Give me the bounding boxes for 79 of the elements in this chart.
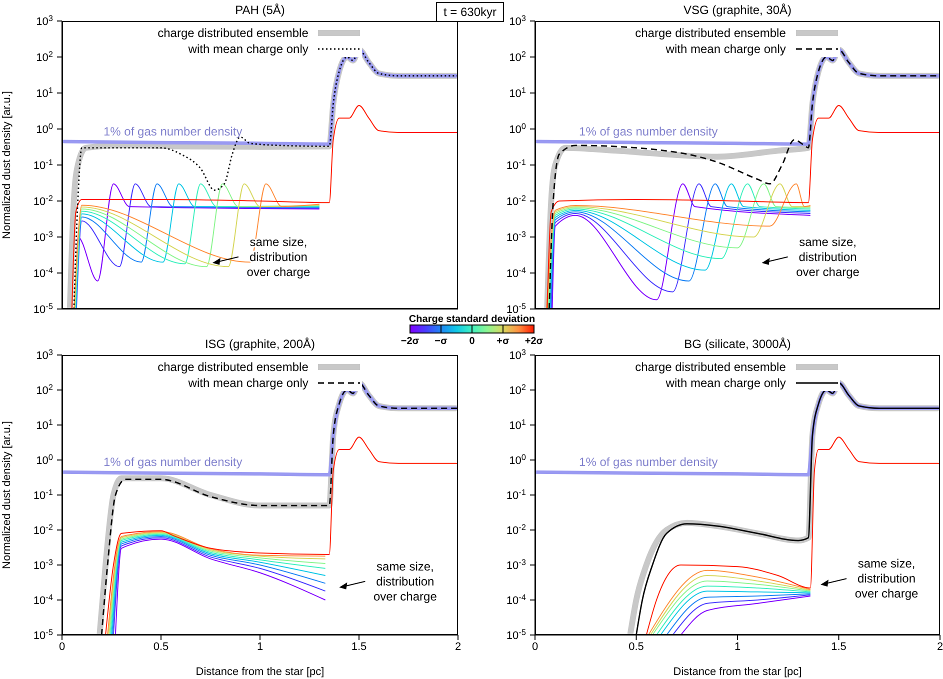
chart-title: PAH (5Å)	[235, 3, 285, 17]
legend-label: with mean charge only	[666, 42, 786, 56]
y-tick-label: 10$^{-1}$	[33, 488, 54, 502]
color-bar-label: +σ	[496, 336, 510, 347]
y-tick-label: 10$^{-3}$	[506, 230, 526, 244]
x-axis-title: Distance from the star [pc]	[673, 666, 802, 678]
x-tick-label: 1.5	[831, 640, 846, 653]
chart-subtitle: t = 630kyr	[436, 2, 504, 22]
x-tick-label: 0	[58, 640, 66, 653]
legend-label: with mean charge only	[666, 376, 786, 390]
color-bar-label: +2σ	[524, 336, 544, 347]
legend-label: charge distributed ensemble	[635, 26, 786, 40]
x-tick-label: 0.5	[153, 640, 169, 653]
y-tick-label: 10$^{-1}$	[506, 488, 526, 502]
y-tick-label: 10$^{3}$	[509, 348, 526, 362]
legend-label: with mean charge only	[188, 376, 308, 390]
x-tick-label: 1.5	[351, 640, 367, 653]
line-series	[71, 104, 458, 309]
y-tick-label: 10$^{-3}$	[33, 558, 54, 572]
y-axis-title: Normalized dust density [ar.u.]	[0, 91, 13, 239]
y-tick-label: 10$^{3}$	[36, 14, 54, 28]
y-tick-label: 10$^{1}$	[509, 418, 526, 432]
y-axis-title: Normalized dust density [ar.u.]	[0, 421, 13, 569]
legend-label: charge distributed ensemble	[158, 26, 308, 40]
y-tick-label: 10$^{-2}$	[33, 194, 54, 208]
y-tick-label: 10$^{-2}$	[506, 522, 526, 537]
y-tick-label: 10$^{-2}$	[506, 194, 526, 208]
y-tick-label: 10$^{2}$	[509, 50, 526, 64]
x-tick-label: 0	[532, 640, 538, 653]
y-tick-label: 10$^{3}$	[36, 348, 54, 362]
x-tick-label: 0.5	[628, 640, 644, 653]
y-tick-label: 10$^{0}$	[509, 122, 526, 136]
color-bar-label: −2σ	[400, 336, 420, 347]
x-tick-label: 1	[256, 640, 264, 653]
y-tick-label: 10$^{-3}$	[33, 230, 54, 244]
annotation: same size, distribution over charge	[796, 234, 860, 279]
y-tick-label: 10$^{-2}$	[33, 522, 54, 537]
y-tick-label: 10$^{1}$	[509, 86, 526, 100]
legend-label: charge distributed ensemble	[158, 360, 308, 374]
y-tick-label: 10$^{-4}$	[506, 266, 526, 280]
y-tick-label: 10$^{2}$	[36, 50, 54, 64]
y-tick-label: 10$^{-5}$	[506, 628, 526, 642]
series-label: 1% of gas number density	[579, 124, 718, 139]
color-bar-title: Charge standard deviation	[408, 314, 536, 325]
y-tick-label: 10$^{-1}$	[33, 158, 54, 172]
y-tick-label: 10$^{2}$	[509, 382, 526, 397]
x-axis-title: Distance from the star [pc]	[196, 666, 324, 678]
y-tick-label: 10$^{-5}$	[33, 302, 54, 316]
y-tick-label: 10$^{-5}$	[33, 628, 54, 642]
x-tick-label: 1	[734, 640, 741, 653]
y-tick-label: 10$^{-4}$	[33, 266, 54, 280]
line-series	[105, 436, 458, 635]
line-series	[546, 104, 940, 309]
legend-label: with mean charge only	[188, 42, 308, 56]
y-tick-label: 10$^{1}$	[36, 418, 54, 432]
series-label: 1% of gas number density	[104, 124, 242, 139]
y-tick-label: 10$^{1}$	[36, 86, 54, 100]
x-tick-label: 2	[936, 640, 943, 653]
chart-title: VSG (graphite, 30Å)	[682, 3, 793, 17]
y-tick-label: 10$^{0}$	[36, 452, 54, 467]
y-tick-label: 10$^{3}$	[509, 14, 526, 28]
color-bar-label: −σ	[434, 336, 448, 347]
y-tick-label: 10$^{2}$	[36, 382, 54, 397]
legend-label: charge distributed ensemble	[635, 360, 786, 374]
chart-title: BG (silicate, 3000Å)	[684, 337, 791, 351]
y-tick-label: 10$^{-4}$	[33, 592, 54, 607]
y-tick-label: 10$^{-5}$	[506, 302, 526, 316]
y-tick-label: 10$^{-3}$	[506, 558, 526, 572]
annotation: same size, distribution over charge	[374, 559, 438, 604]
series-label: 1% of gas number density	[579, 455, 718, 470]
y-tick-label: 10$^{0}$	[509, 452, 526, 467]
color-bar-label: 0	[469, 336, 476, 347]
chart-title: ISG (graphite, 200Å)	[204, 337, 316, 351]
y-tick-label: 10$^{-1}$	[506, 158, 526, 172]
y-tick-label: 10$^{0}$	[36, 122, 54, 136]
annotation: same size, distribution over charge	[854, 556, 919, 601]
y-tick-label: 10$^{-4}$	[506, 592, 526, 607]
series-label: 1% of gas number density	[104, 455, 242, 470]
x-tick-label: 2	[454, 640, 462, 653]
